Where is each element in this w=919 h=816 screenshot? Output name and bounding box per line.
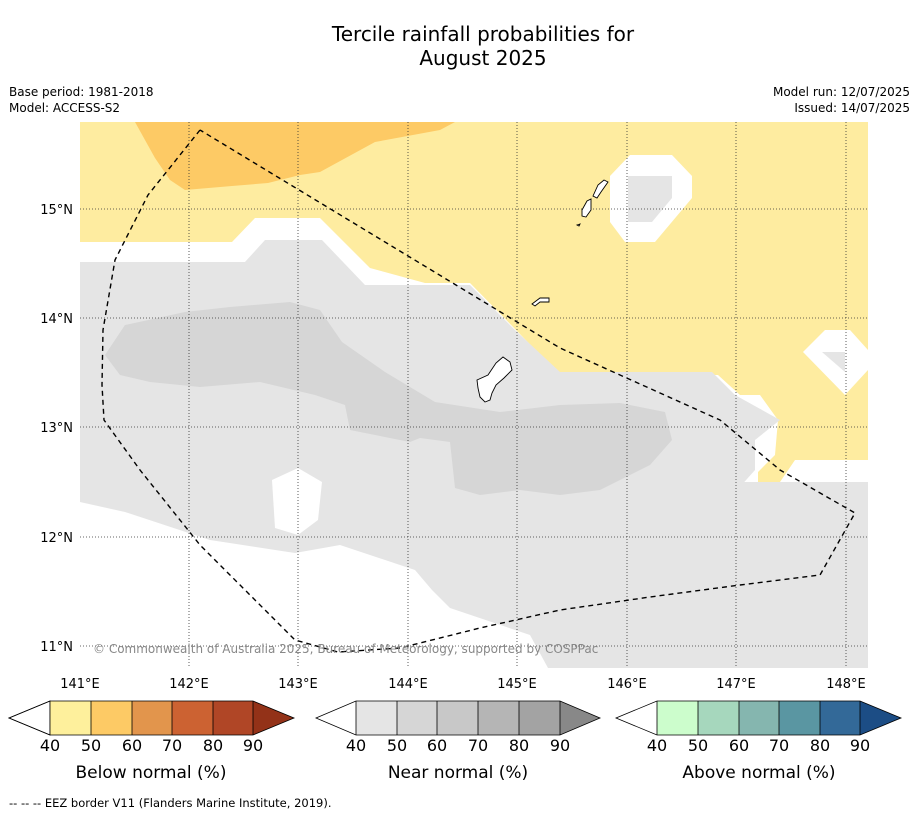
region-near-ne [628,176,672,222]
lat-label-12n: 12°N [40,531,73,546]
region-near-50 [105,302,672,495]
legend-above-tick-90: 90 [850,736,870,755]
lat-labels: 15°N 14°N 13°N 12°N 11°N [40,203,73,655]
legend-below-tick-60: 60 [122,736,142,755]
metadata-left: Base period: 1981-2018 Model: ACCESS-S2 [9,84,154,116]
model-name: Model: ACCESS-S2 [9,101,121,115]
legend-near-box-2 [397,701,437,735]
metadata-right: Model run: 12/07/2025 Issued: 14/07/2025 [773,84,910,116]
legend-above-box-5 [820,701,860,735]
legend-below-tick-50: 50 [81,736,101,755]
legend-above-box-2 [698,701,739,735]
lon-label-142e: 142°E [169,677,209,692]
legend-below-box-1 [50,701,91,735]
lon-label-141e: 141°E [60,677,100,692]
base-period: Base period: 1981-2018 [9,85,154,99]
legend-above-normal: 40 50 60 70 80 90 Above normal (%) [614,700,903,783]
legend-below-tick-70: 70 [162,736,182,755]
lon-label-148e: 148°E [826,677,866,692]
legend-above-tick-60: 60 [729,736,749,755]
legend-above-tick-50: 50 [688,736,708,755]
region-near-east [822,352,845,372]
lon-label-144e: 144°E [388,677,428,692]
legend-near-tick-90: 90 [550,736,570,755]
legend-above-box-1 [657,701,698,735]
tinian-island [581,198,592,218]
legend-near-normal: 40 50 60 70 80 90 Near normal (%) [314,700,602,783]
eez-footnote: -- -- -- EEZ border V11 (Flanders Marine… [9,796,332,810]
legend-above-arrow-right [860,701,901,735]
legend-below-arrow-right [253,701,294,735]
legend-below-tick-40: 40 [40,736,60,755]
legend-near-tick-40: 40 [346,736,366,755]
guam-island [476,356,513,403]
legend-near-label: Near normal (%) [388,763,528,783]
probability-regions [80,122,868,668]
map-title-line-2: August 2025 [419,46,547,70]
legend-below-label: Below normal (%) [76,763,227,783]
map-title-line-1: Tercile rainfall probabilities for [331,22,635,46]
legend-below-box-4 [172,701,213,735]
legend-below-tick-80: 80 [203,736,223,755]
saipan-island [592,179,609,199]
legend-below-normal: 40 50 60 70 80 90 Below normal (%) [7,700,296,783]
legend-below-box-2 [91,701,132,735]
rota-island [531,297,550,307]
legend-below-box-3 [132,701,172,735]
legend-near-tick-50: 50 [387,736,407,755]
legend-below-tick-90: 90 [243,736,263,755]
legend-below-arrow-left [7,700,51,736]
legend-near-box-5 [519,701,560,735]
lon-labels: 141°E 142°E 143°E 144°E 145°E 146°E 147°… [60,677,866,692]
eez-border [101,129,856,653]
legend-above-tick-80: 80 [810,736,830,755]
lon-label-147e: 147°E [716,677,756,692]
issued-date: Issued: 14/07/2025 [794,101,910,115]
gridlines [80,122,868,668]
lat-label-11n: 11°N [40,640,73,655]
legend-above-box-3 [739,701,779,735]
lat-label-13n: 13°N [40,421,73,436]
lat-label-14n: 14°N [40,312,73,327]
legend-near-tick-80: 80 [509,736,529,755]
legend-near-tick-70: 70 [468,736,488,755]
legend-above-label: Above normal (%) [682,763,835,783]
islands [476,179,609,403]
lat-label-15n: 15°N [40,203,73,218]
legend-above-arrow-left [616,701,657,735]
legend-near-arrow-left [316,701,356,735]
map-title: Tercile rainfall probabilities for Augus… [0,22,919,70]
copyright-text: © Commonwealth of Australia 2025, Bureau… [93,642,598,656]
legend-near-tick-60: 60 [427,736,447,755]
lon-label-143e: 143°E [278,677,318,692]
legend-above-tick-40: 40 [647,736,667,755]
lon-label-145e: 145°E [497,677,537,692]
legend-below-box-5 [213,701,253,735]
legend-near-arrow-right [560,701,600,735]
lon-label-146e: 146°E [607,677,647,692]
aguijan-island [575,223,581,227]
legend-near-box-4 [478,701,519,735]
region-white-center [272,468,322,535]
legend-near-box-1 [356,701,397,735]
legend-above-tick-70: 70 [769,736,789,755]
legend-above-box-4 [779,701,820,735]
model-run-date: Model run: 12/07/2025 [772,85,910,99]
legend-near-box-3 [437,701,478,735]
